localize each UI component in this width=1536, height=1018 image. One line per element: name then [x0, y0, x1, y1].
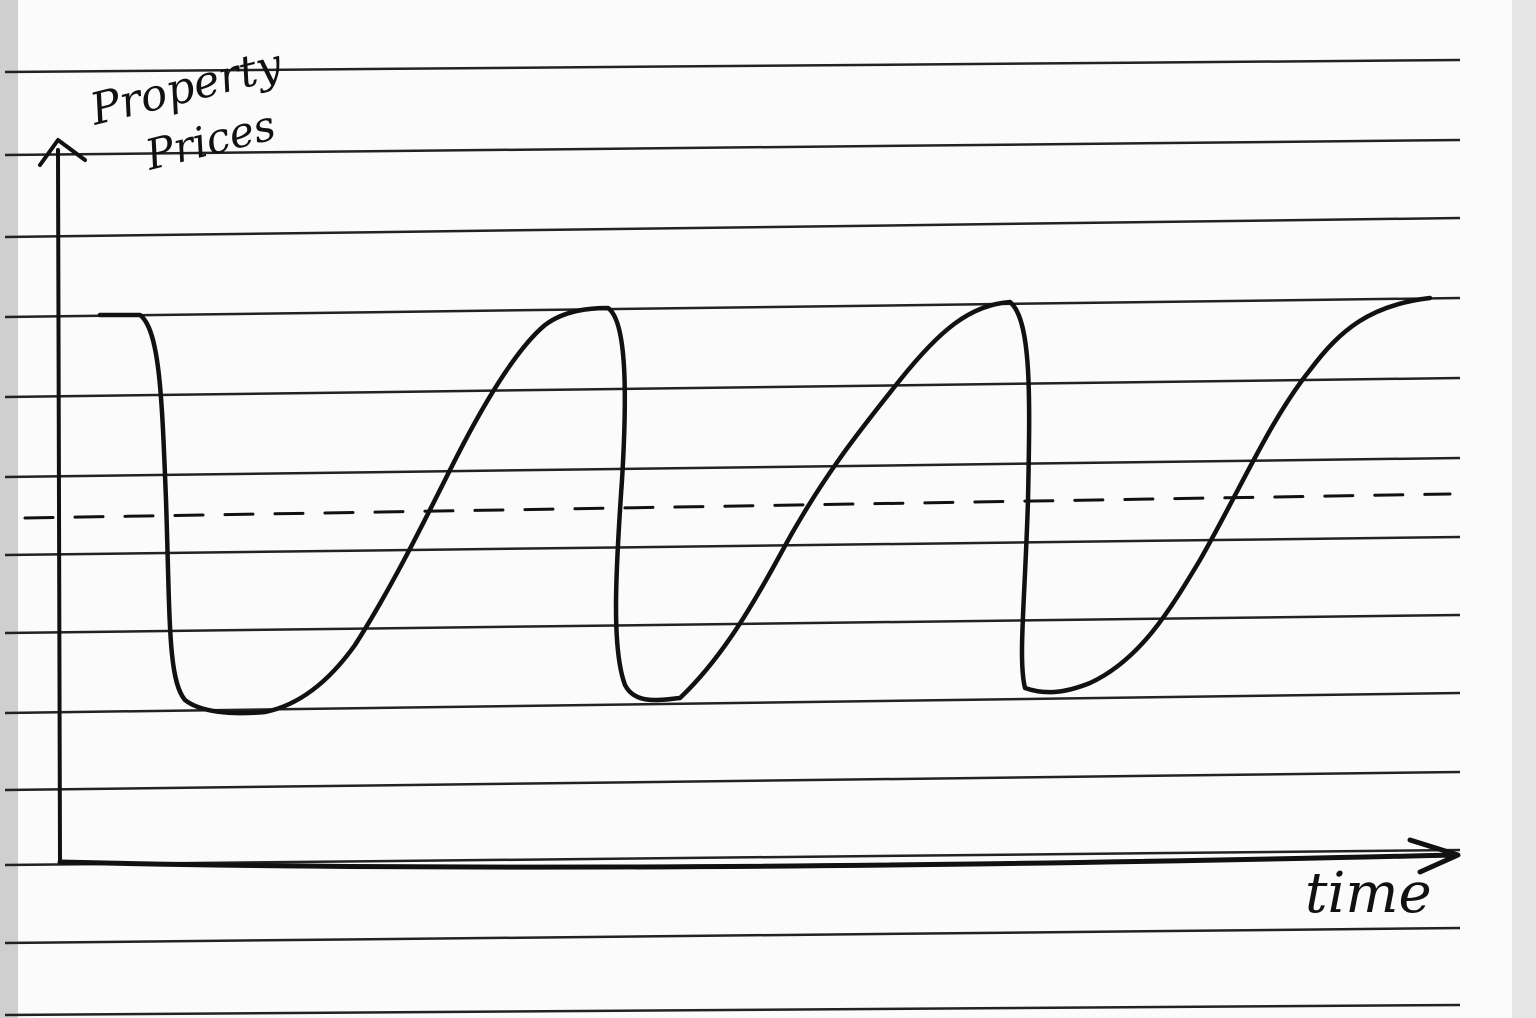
paper-edge [1512, 0, 1536, 1018]
y-axis [38, 138, 87, 864]
paper-edge [0, 0, 18, 1018]
ruled-lines [4, 58, 1461, 1017]
ruled-line [4, 296, 1461, 319]
x-axis-label: time [1305, 861, 1432, 926]
ruled-line [4, 770, 1461, 792]
ruled-line [4, 216, 1461, 239]
x-axis [57, 837, 1461, 875]
ruled-line [4, 613, 1461, 635]
price-curve [97, 295, 1433, 716]
average-line [23, 492, 1452, 520]
ruled-line [4, 456, 1461, 479]
ruled-line [4, 926, 1461, 945]
ruled-line [4, 691, 1461, 715]
ruled-line [4, 138, 1461, 157]
ruled-line [4, 535, 1461, 557]
ruled-line [4, 58, 1461, 74]
ruled-line [4, 376, 1461, 399]
ruled-line [4, 848, 1461, 867]
ruled-line [4, 1003, 1461, 1017]
